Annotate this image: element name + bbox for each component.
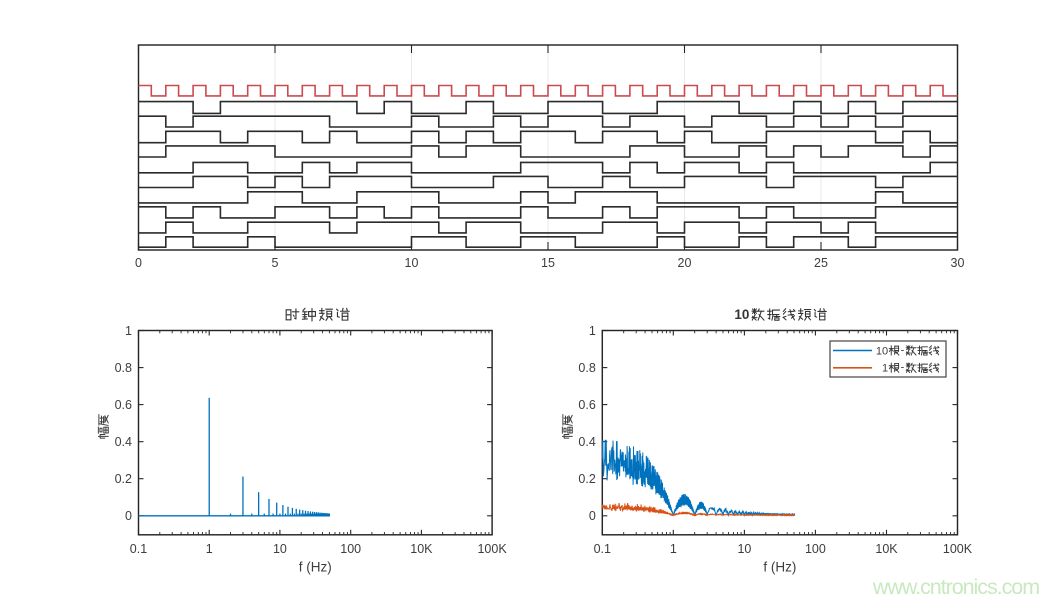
svg-text:0.2: 0.2	[578, 472, 595, 486]
svg-text:0: 0	[589, 509, 596, 523]
svg-text:0.2: 0.2	[115, 472, 132, 486]
svg-text:-: -	[901, 362, 905, 374]
svg-text:1: 1	[125, 324, 132, 338]
svg-text:5: 5	[272, 256, 279, 270]
svg-text:0.4: 0.4	[578, 435, 595, 449]
svg-text:0.8: 0.8	[578, 361, 595, 375]
svg-text:1: 1	[670, 542, 677, 556]
svg-text:1: 1	[206, 542, 213, 556]
svg-text:f (Hz): f (Hz)	[299, 560, 332, 575]
svg-text:20: 20	[678, 256, 692, 270]
svg-text:10: 10	[876, 346, 888, 358]
svg-text:-: -	[901, 345, 905, 357]
svg-text:www.cntronics.com: www.cntronics.com	[872, 575, 1039, 599]
svg-text:0: 0	[135, 256, 142, 270]
svg-text:15: 15	[541, 256, 555, 270]
svg-text:100: 100	[805, 542, 826, 556]
svg-text:100K: 100K	[943, 542, 973, 556]
svg-text:10: 10	[405, 256, 419, 270]
svg-text:100K: 100K	[477, 542, 507, 556]
svg-text:100: 100	[340, 542, 361, 556]
svg-text:0.8: 0.8	[115, 361, 132, 375]
svg-text:0.4: 0.4	[115, 435, 132, 449]
svg-text:10: 10	[273, 542, 287, 556]
svg-text:1: 1	[589, 324, 596, 338]
svg-text:10: 10	[737, 542, 751, 556]
svg-text:0.6: 0.6	[578, 398, 595, 412]
svg-text:0.1: 0.1	[594, 542, 611, 556]
svg-text:10: 10	[734, 307, 749, 322]
svg-text:0.1: 0.1	[130, 542, 147, 556]
svg-text:30: 30	[951, 256, 965, 270]
svg-text:f (Hz): f (Hz)	[763, 560, 796, 575]
svg-text:1: 1	[882, 363, 888, 375]
svg-text:0.6: 0.6	[115, 398, 132, 412]
svg-text:0: 0	[125, 509, 132, 523]
svg-text:10K: 10K	[875, 542, 898, 556]
svg-text:10K: 10K	[410, 542, 433, 556]
svg-text:25: 25	[814, 256, 828, 270]
